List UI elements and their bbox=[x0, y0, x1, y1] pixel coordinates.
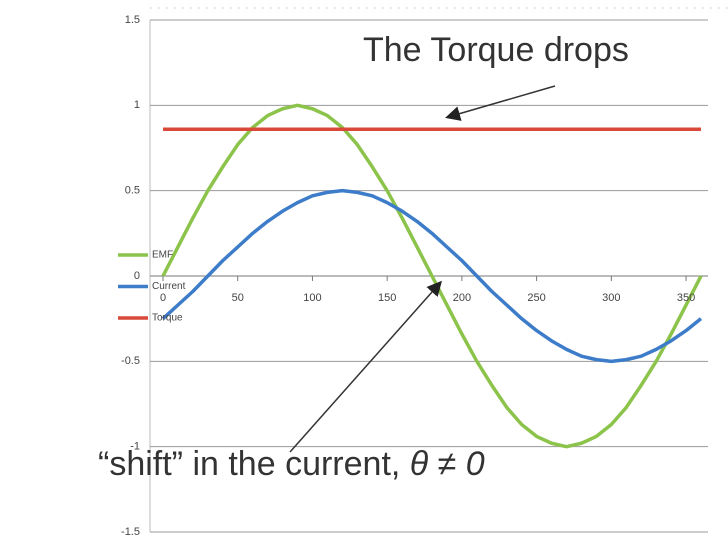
note-bg bbox=[360, 28, 700, 74]
x-tick-label: 250 bbox=[527, 292, 545, 304]
lines bbox=[161, 103, 703, 449]
y-tick-label: -1.5 bbox=[121, 526, 140, 538]
x-tick-label: 350 bbox=[677, 292, 695, 304]
labels: 1.5 1 0.5 0 -0.5 -1 -1.5 0 50 100 150 200 250 300 350 E… bbox=[118, 14, 695, 538]
legend-label: Torque bbox=[152, 313, 183, 324]
x-tick-label: 200 bbox=[453, 292, 471, 304]
y-tick-label: 1 bbox=[134, 99, 140, 111]
annotation-math: θ ≠ 0 bbox=[410, 445, 485, 483]
annotation: “shift” in the current, θ ≠ 0 bbox=[98, 445, 485, 483]
legend-label: EMF bbox=[152, 250, 173, 261]
annotation: The Torque drops bbox=[363, 31, 629, 69]
series-line bbox=[161, 188, 703, 364]
x-tick-label: 0 bbox=[160, 292, 166, 304]
x-tick-label: 50 bbox=[232, 292, 244, 304]
y-tick-label: -1 bbox=[130, 441, 140, 453]
arrow bbox=[445, 85, 556, 121]
y-tick-label: 1.5 bbox=[125, 14, 140, 26]
y-tick-label: 0 bbox=[134, 270, 140, 282]
annotation-text: “shift” in the current, bbox=[98, 445, 410, 483]
grid bbox=[150, 19, 708, 533]
legend-label: Current bbox=[152, 281, 186, 292]
y-tick-label: 0.5 bbox=[125, 185, 140, 197]
y-tick-label: -0.5 bbox=[121, 355, 140, 367]
x-tick-label: 100 bbox=[303, 292, 321, 304]
x-tick-label: 150 bbox=[378, 292, 396, 304]
arrow bbox=[289, 280, 442, 453]
x-tick-label: 300 bbox=[602, 292, 620, 304]
